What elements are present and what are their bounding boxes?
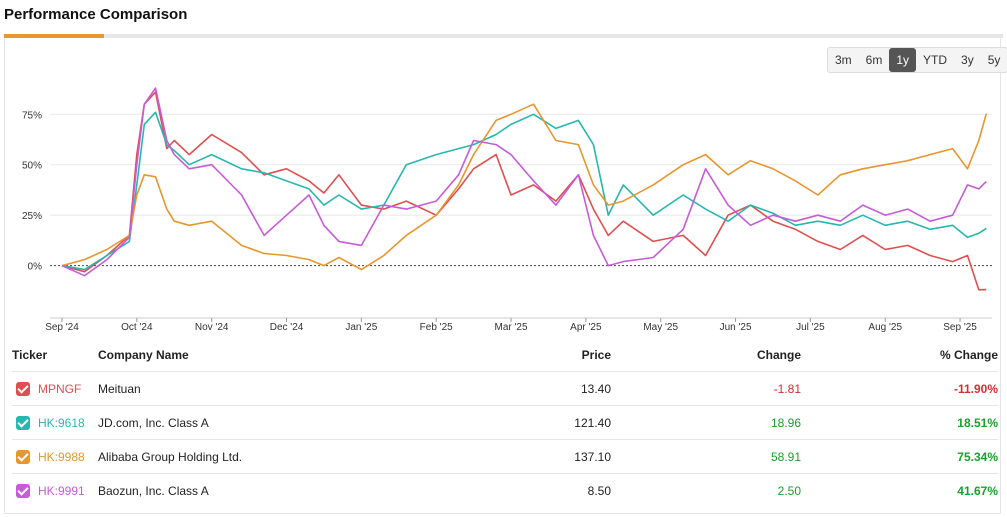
company-name: Meituan [98, 371, 418, 406]
x-tick-label: Sep '25 [943, 322, 977, 333]
range-button-1y[interactable]: 1y [889, 48, 917, 72]
table-row: HK:9618 JD.com, Inc. Class A 121.40 18.9… [12, 405, 998, 440]
ticker-label[interactable]: HK:9991 [38, 483, 85, 498]
range-button-3y[interactable]: 3y [954, 48, 981, 72]
ticker-label[interactable]: HK:9988 [38, 449, 85, 464]
x-tick-label: Jun '25 [720, 322, 752, 333]
checkbox-hk9618[interactable] [16, 415, 30, 430]
series-line-mpngf [61, 91, 987, 291]
table-header-row: Ticker Company Name Price Change % Chang… [12, 338, 998, 372]
x-tick-label: Aug '25 [868, 322, 902, 333]
comparison-table: Ticker Company Name Price Change % Chang… [12, 338, 998, 507]
title-underline [4, 34, 1003, 38]
checkbox-mpngf[interactable] [16, 381, 30, 396]
chart-panel [4, 38, 1001, 514]
series-line-hk9618 [61, 111, 987, 271]
time-range-selector: 3m 6m 1y YTD 3y 5y [827, 47, 1007, 73]
x-tick-label: Nov '24 [195, 322, 229, 333]
header-company: Company Name [98, 347, 189, 362]
company-name: JD.com, Inc. Class A [98, 405, 418, 440]
pct-change-value: 75.34% [801, 439, 998, 474]
pct-change-value: 41.67% [801, 473, 998, 507]
range-button-3m[interactable]: 3m [828, 48, 859, 72]
y-tick-label: 0% [28, 262, 43, 273]
title-underline-accent [4, 34, 104, 38]
table-row: MPNGF Meituan 13.40 -1.81 -11.90% [12, 371, 998, 406]
range-button-ytd[interactable]: YTD [916, 48, 954, 72]
series-line-hk9988 [61, 103, 988, 271]
header-change: Change [756, 347, 801, 362]
price-value: 137.10 [418, 439, 611, 474]
table-row: HK:9988 Alibaba Group Holding Ltd. 137.1… [12, 439, 998, 474]
header-ticker: Ticker [12, 347, 48, 362]
y-tick-label: 75% [22, 110, 42, 121]
x-tick-label: Jul '25 [796, 322, 825, 333]
company-name: Alibaba Group Holding Ltd. [98, 439, 418, 474]
table-row: HK:9991 Baozun, Inc. Class A 8.50 2.50 4… [12, 473, 998, 507]
ticker-label[interactable]: HK:9618 [38, 415, 85, 430]
page-title: Performance Comparison [4, 6, 188, 23]
checkbox-hk9991[interactable] [16, 483, 30, 498]
price-value: 13.40 [418, 371, 611, 406]
x-tick-label: Apr '25 [570, 322, 602, 333]
x-tick-label: Jan '25 [345, 322, 377, 333]
x-tick-label: Mar '25 [495, 322, 528, 333]
company-name: Baozun, Inc. Class A [98, 473, 418, 507]
series-line-hk9991 [61, 87, 987, 277]
range-button-5y[interactable]: 5y [981, 48, 1007, 72]
x-tick-label: Feb '25 [420, 322, 453, 333]
y-tick-label: 50% [22, 161, 42, 172]
change-value: -1.81 [611, 371, 801, 406]
x-tick-label: May '25 [643, 322, 678, 333]
x-tick-label: Oct '24 [121, 322, 153, 333]
price-value: 8.50 [418, 473, 611, 507]
x-tick-label: Sep '24 [45, 322, 79, 333]
header-price: Price [581, 347, 611, 362]
change-value: 2.50 [611, 473, 801, 507]
pct-change-value: -11.90% [801, 371, 998, 406]
pct-change-value: 18.51% [801, 405, 998, 440]
price-value: 121.40 [418, 405, 611, 440]
x-tick-label: Dec '24 [270, 322, 304, 333]
change-value: 18.96 [611, 405, 801, 440]
performance-line-chart: 0% 25% 50% 75% Sep '24 Oct '24 Nov '24 Dec '24 J… [22, 87, 992, 333]
header-pct-change: % Change [939, 347, 998, 362]
range-button-6m[interactable]: 6m [859, 48, 890, 72]
ticker-label[interactable]: MPNGF [38, 381, 82, 396]
change-value: 58.91 [611, 439, 801, 474]
y-tick-label: 25% [22, 211, 42, 222]
checkbox-hk9988[interactable] [16, 449, 30, 464]
